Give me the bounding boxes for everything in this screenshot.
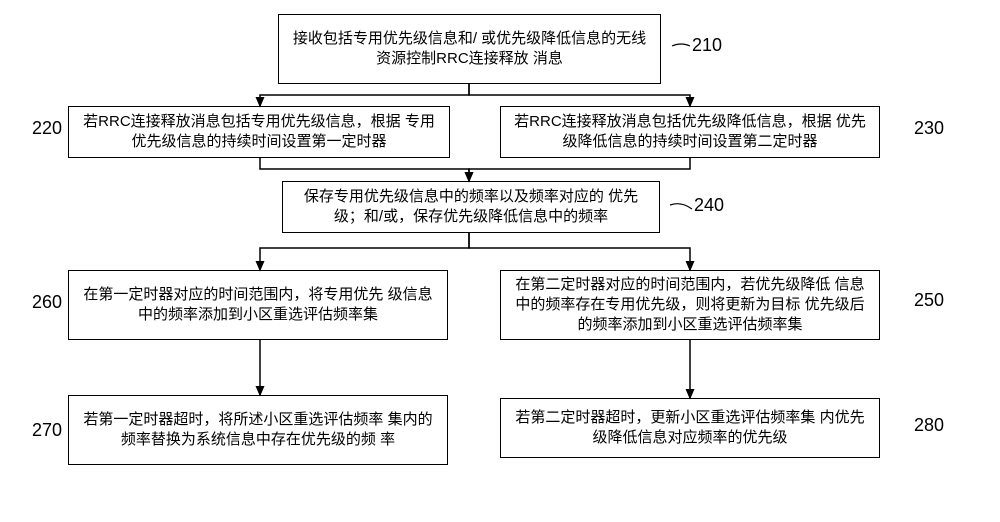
label-250: 250: [914, 290, 944, 311]
node-250: 在第二定时器对应的时间范围内，若优先级降低 信息中的频率存在专用优先级，则将更新…: [500, 270, 880, 340]
node-280: 若第二定时器超时，更新小区重选评估频率集 内优先级降低信息对应频率的优先级: [500, 398, 880, 458]
label-270: 270: [32, 420, 62, 441]
label-260: 260: [32, 292, 62, 313]
node-230: 若RRC连接释放消息包括优先级降低信息，根据 优先级降低信息的持续时间设置第二定…: [500, 106, 880, 158]
label-210: 210: [692, 35, 722, 56]
node-260: 在第一定时器对应的时间范围内，将专用优先 级信息中的频率添加到小区重选评估频率集: [68, 270, 448, 340]
label-280: 280: [914, 415, 944, 436]
node-240: 保存专用优先级信息中的频率以及频率对应的 优先级；和/或，保存优先级降低信息中的…: [282, 181, 660, 233]
label-230: 230: [914, 118, 944, 139]
node-210: 接收包括专用优先级信息和/ 或优先级降低信息的无线资源控制RRC连接释放 消息: [278, 14, 661, 84]
node-220: 若RRC连接释放消息包括专用优先级信息，根据 专用优先级信息的持续时间设置第一定…: [68, 106, 450, 158]
label-240: 240: [694, 195, 724, 216]
label-220: 220: [32, 118, 62, 139]
node-270: 若第一定时器超时，将所述小区重选评估频率 集内的频率替换为系统信息中存在优先级的…: [68, 395, 448, 465]
